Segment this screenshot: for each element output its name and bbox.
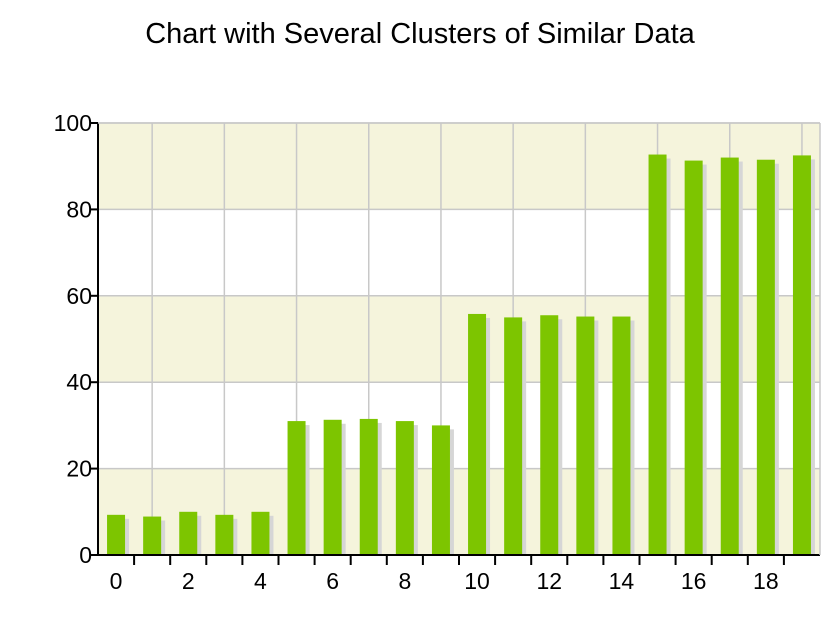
bar xyxy=(576,316,595,555)
chart-title: Chart with Several Clusters of Similar D… xyxy=(145,18,695,50)
y-tick-label: 80 xyxy=(66,196,92,222)
tick-labels: 0 20 40 60 80 100 0 2 4 6 8 10 12 14 16 18 xyxy=(54,110,779,594)
x-tick-label: 4 xyxy=(254,568,267,594)
bar xyxy=(540,315,559,555)
bar xyxy=(359,418,378,555)
y-tick-label: 60 xyxy=(66,283,92,309)
x-tick-label: 2 xyxy=(182,568,195,594)
band xyxy=(98,123,820,210)
bar xyxy=(792,155,811,555)
y-tick-label: 100 xyxy=(54,110,92,136)
x-tick-label: 12 xyxy=(536,568,562,594)
bar xyxy=(179,511,198,555)
bar xyxy=(612,316,631,555)
x-tick-label: 6 xyxy=(326,568,339,594)
bar xyxy=(215,514,234,555)
bar xyxy=(395,421,414,555)
band xyxy=(98,468,820,555)
background-bands xyxy=(98,123,820,555)
bar xyxy=(468,313,487,555)
y-tick-label: 20 xyxy=(66,456,92,482)
bar xyxy=(431,425,450,555)
bar xyxy=(504,317,523,555)
x-tick-label: 14 xyxy=(609,568,635,594)
bar xyxy=(756,159,775,555)
bars xyxy=(107,154,811,556)
y-tick-label: 0 xyxy=(79,542,92,568)
bar xyxy=(251,511,270,555)
x-tick-label: 0 xyxy=(110,568,123,594)
axes xyxy=(90,122,821,565)
bar xyxy=(720,157,739,555)
x-tick-label: 18 xyxy=(753,568,779,594)
bar xyxy=(684,160,703,556)
bar xyxy=(323,419,342,555)
bar xyxy=(107,514,126,555)
bar xyxy=(143,516,162,555)
x-tick-label: 16 xyxy=(681,568,707,594)
bar xyxy=(287,421,306,555)
x-tick-label: 10 xyxy=(464,568,490,594)
band xyxy=(98,295,820,383)
bar xyxy=(648,154,667,555)
x-tick-label: 8 xyxy=(398,568,411,594)
y-tick-label: 40 xyxy=(66,369,92,395)
